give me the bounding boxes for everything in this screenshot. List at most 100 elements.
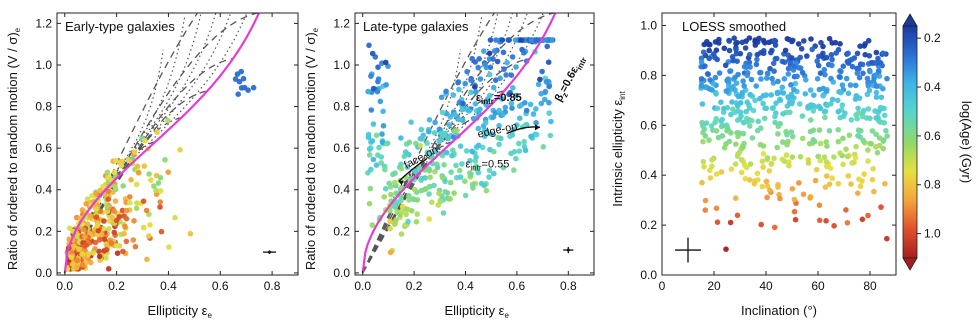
data-point [426, 117, 433, 123]
data-point [453, 162, 459, 169]
data-point [873, 94, 880, 100]
data-point [447, 179, 454, 186]
colorbar-top-extend [902, 13, 918, 27]
data-point [775, 123, 782, 130]
data-point [545, 59, 552, 65]
data-point [869, 176, 876, 183]
data-point [513, 64, 519, 70]
data-point [491, 48, 498, 54]
data-point [507, 133, 513, 140]
data-point [382, 166, 388, 173]
data-point [822, 108, 829, 115]
data-point [534, 37, 540, 43]
data-point [379, 131, 385, 137]
data-point [757, 69, 763, 76]
data-point [131, 218, 137, 224]
data-point [782, 47, 789, 54]
data-point [387, 218, 394, 225]
data-point [707, 175, 714, 181]
data-point [699, 119, 705, 126]
data-point [714, 105, 721, 112]
data-point [172, 214, 178, 221]
data-point [436, 138, 443, 145]
data-point [873, 49, 880, 56]
data-point [523, 107, 530, 114]
data-point [727, 68, 734, 74]
x-tick-label: 0.0 [354, 279, 371, 293]
data-point [839, 102, 846, 108]
panel-3: 0 20 40 60 80 0.0 0.2 0.4 0.6 0.8 1.0 LOESS smoothe… [610, 12, 897, 318]
data-point [835, 108, 842, 115]
data-point [792, 80, 799, 87]
error-bar-dot [566, 248, 570, 252]
colorbar-bottom-extend [902, 257, 918, 271]
face-on-arrow [398, 157, 428, 182]
data-point [369, 50, 376, 57]
data-point [733, 80, 740, 86]
data-point [762, 105, 768, 111]
error-bar [263, 250, 276, 254]
data-point [766, 168, 773, 174]
data-point [376, 144, 382, 151]
data-point [840, 135, 846, 142]
data-point [758, 49, 764, 56]
data-point [70, 261, 76, 268]
data-point [438, 94, 445, 101]
data-point [464, 68, 470, 75]
data-point [111, 208, 118, 215]
data-point [487, 37, 494, 43]
data-point [509, 54, 516, 60]
data-point [522, 100, 528, 106]
data-point [101, 218, 107, 224]
data-point [714, 56, 720, 63]
data-point [146, 233, 152, 239]
x-tick-label: 0.6 [212, 279, 229, 293]
data-point [406, 192, 412, 199]
data-point [780, 139, 786, 145]
data-point [746, 51, 753, 58]
data-point [712, 39, 719, 45]
data-point [811, 92, 817, 98]
axes-frame [354, 12, 595, 276]
data-point [380, 108, 386, 115]
data-point [878, 204, 884, 210]
data-point [702, 207, 709, 213]
data-point [118, 158, 125, 165]
data-point [120, 183, 126, 189]
data-point [843, 207, 849, 213]
data-point [245, 87, 251, 93]
panel-label: Early-type galaxies [65, 19, 175, 34]
data-point [367, 185, 374, 192]
data-point [500, 49, 507, 56]
data-point [706, 47, 712, 54]
x-axis-label: Ellipticity εe [148, 303, 213, 320]
data-point [816, 217, 823, 224]
data-point [142, 137, 148, 144]
data-point [93, 214, 100, 220]
data-point [383, 82, 390, 88]
data-point [783, 152, 790, 158]
face-on-arrowhead [398, 180, 404, 186]
data-point [103, 247, 110, 253]
data-point [727, 219, 734, 226]
data-point [516, 140, 522, 147]
x-tick-label: 0.4 [457, 279, 474, 293]
data-point [365, 131, 372, 138]
data-point [860, 70, 866, 77]
data-point [787, 109, 793, 116]
data-point [823, 54, 830, 61]
data-point [772, 42, 779, 48]
data-point [796, 65, 802, 71]
data-point [434, 161, 440, 167]
data-point [699, 101, 706, 107]
data-point [472, 84, 478, 90]
data-point [795, 41, 802, 47]
data-point [859, 216, 866, 223]
y-tick-label: 0.2 [35, 224, 52, 238]
x-tick-label: 0.6 [509, 279, 526, 293]
data-point [822, 71, 828, 78]
data-point [834, 97, 841, 104]
data-point [815, 153, 821, 160]
data-point [74, 233, 81, 240]
data-point [790, 63, 797, 69]
